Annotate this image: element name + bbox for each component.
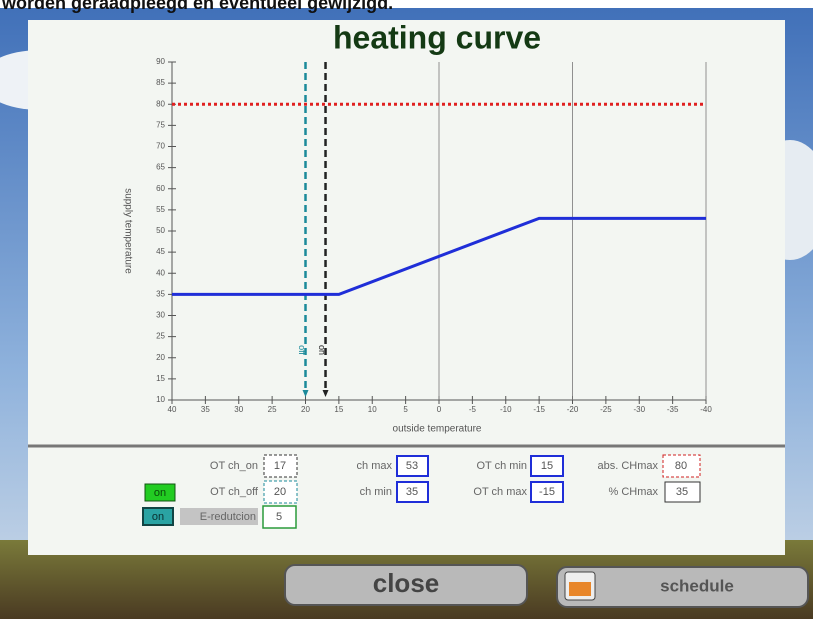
input[interactable] bbox=[662, 454, 701, 478]
label: E-redutcion bbox=[200, 511, 256, 523]
switch-arrow bbox=[302, 390, 309, 397]
page-strip bbox=[0, 0, 813, 8]
y-tick-label: 10 bbox=[156, 395, 165, 404]
input-value: -15 bbox=[539, 486, 555, 498]
input-value: 5 bbox=[276, 511, 282, 523]
x-tick-label: 20 bbox=[301, 405, 310, 414]
calendar-icon bbox=[564, 571, 596, 601]
x-tick-label: -40 bbox=[700, 405, 712, 414]
toggle[interactable] bbox=[142, 507, 174, 526]
y-tick-label: 85 bbox=[156, 78, 165, 87]
x-tick-label: -35 bbox=[667, 405, 679, 414]
caption: worden geraadpleegd en eventueel gewijzi… bbox=[1, 0, 393, 13]
x-axis-label: outside temperature bbox=[393, 424, 482, 435]
chart-title: heating curve bbox=[333, 19, 541, 55]
label: % CHmax bbox=[608, 486, 658, 498]
label: OT ch min bbox=[476, 460, 527, 472]
close-button[interactable] bbox=[284, 564, 528, 606]
y-tick-label: 55 bbox=[156, 205, 165, 214]
y-tick-label: 20 bbox=[156, 353, 165, 362]
toggle-label: on bbox=[152, 511, 164, 523]
input[interactable] bbox=[664, 481, 701, 503]
y-tick-label: 30 bbox=[156, 311, 165, 320]
x-tick-label: 25 bbox=[268, 405, 277, 414]
y-tick-label: 40 bbox=[156, 268, 165, 277]
label: ch max bbox=[357, 460, 393, 472]
y-tick-label: 15 bbox=[156, 374, 165, 383]
input-value: 35 bbox=[676, 486, 688, 498]
input-value: 20 bbox=[274, 486, 286, 498]
schedule-button[interactable] bbox=[556, 566, 809, 608]
input[interactable] bbox=[530, 481, 564, 503]
x-tick-label: -25 bbox=[600, 405, 612, 414]
y-tick-label: 35 bbox=[156, 289, 165, 298]
y-tick-label: 60 bbox=[156, 184, 165, 193]
input[interactable] bbox=[262, 505, 297, 529]
input[interactable] bbox=[396, 481, 429, 503]
y-tick-label: 90 bbox=[156, 57, 165, 66]
input[interactable] bbox=[396, 455, 429, 477]
input-value: 80 bbox=[675, 460, 687, 472]
input-value: 35 bbox=[406, 486, 418, 498]
label: OT ch max bbox=[473, 486, 527, 498]
input-value: 17 bbox=[274, 460, 286, 472]
y-axis-label: supply temperature bbox=[122, 188, 133, 274]
curve bbox=[172, 216, 706, 296]
input[interactable] bbox=[263, 454, 298, 478]
label: abs. CHmax bbox=[597, 460, 658, 472]
label: OT ch_on bbox=[210, 460, 258, 472]
controls: OT ch_on 17 OT ch_off 20 on on E-redutci… bbox=[142, 454, 701, 529]
y-tick-label: 70 bbox=[156, 142, 165, 151]
x-tick-label: -5 bbox=[469, 405, 477, 414]
y-tick-label: 45 bbox=[156, 247, 165, 256]
toggle-label: on bbox=[154, 487, 166, 499]
switch-arrow bbox=[322, 390, 329, 397]
close-label: close bbox=[373, 568, 440, 598]
x-tick-label: -30 bbox=[633, 405, 645, 414]
x-tick-label: -10 bbox=[500, 405, 512, 414]
y-tick-label: 25 bbox=[156, 332, 165, 341]
y-tick-label: 50 bbox=[156, 226, 165, 235]
switch-label: off bbox=[297, 345, 307, 355]
x-tick-label: 40 bbox=[168, 405, 177, 414]
input-value: 53 bbox=[406, 460, 418, 472]
schedule-label: schedule bbox=[660, 576, 734, 595]
y-tick-label: 65 bbox=[156, 163, 165, 172]
input-value: 15 bbox=[541, 460, 553, 472]
label: OT ch_off bbox=[210, 486, 259, 498]
x-tick-label: 35 bbox=[201, 405, 210, 414]
x-tick-label: 30 bbox=[234, 405, 243, 414]
label: ch min bbox=[360, 486, 392, 498]
y-tick-label: 75 bbox=[156, 120, 165, 129]
x-tick-label: 15 bbox=[334, 405, 343, 414]
x-tick-label: 5 bbox=[403, 405, 408, 414]
input[interactable] bbox=[263, 480, 298, 504]
y-tick-label: 80 bbox=[156, 99, 165, 108]
x-tick-label: 0 bbox=[437, 405, 442, 414]
icon-grid bbox=[569, 582, 591, 596]
switch-label: on bbox=[317, 345, 327, 355]
x-tick-label: 10 bbox=[368, 405, 377, 414]
toggle[interactable] bbox=[144, 483, 176, 502]
x-tick-label: -15 bbox=[533, 405, 545, 414]
label-bg bbox=[180, 508, 258, 525]
input[interactable] bbox=[530, 455, 564, 477]
x-tick-label: -20 bbox=[567, 405, 579, 414]
